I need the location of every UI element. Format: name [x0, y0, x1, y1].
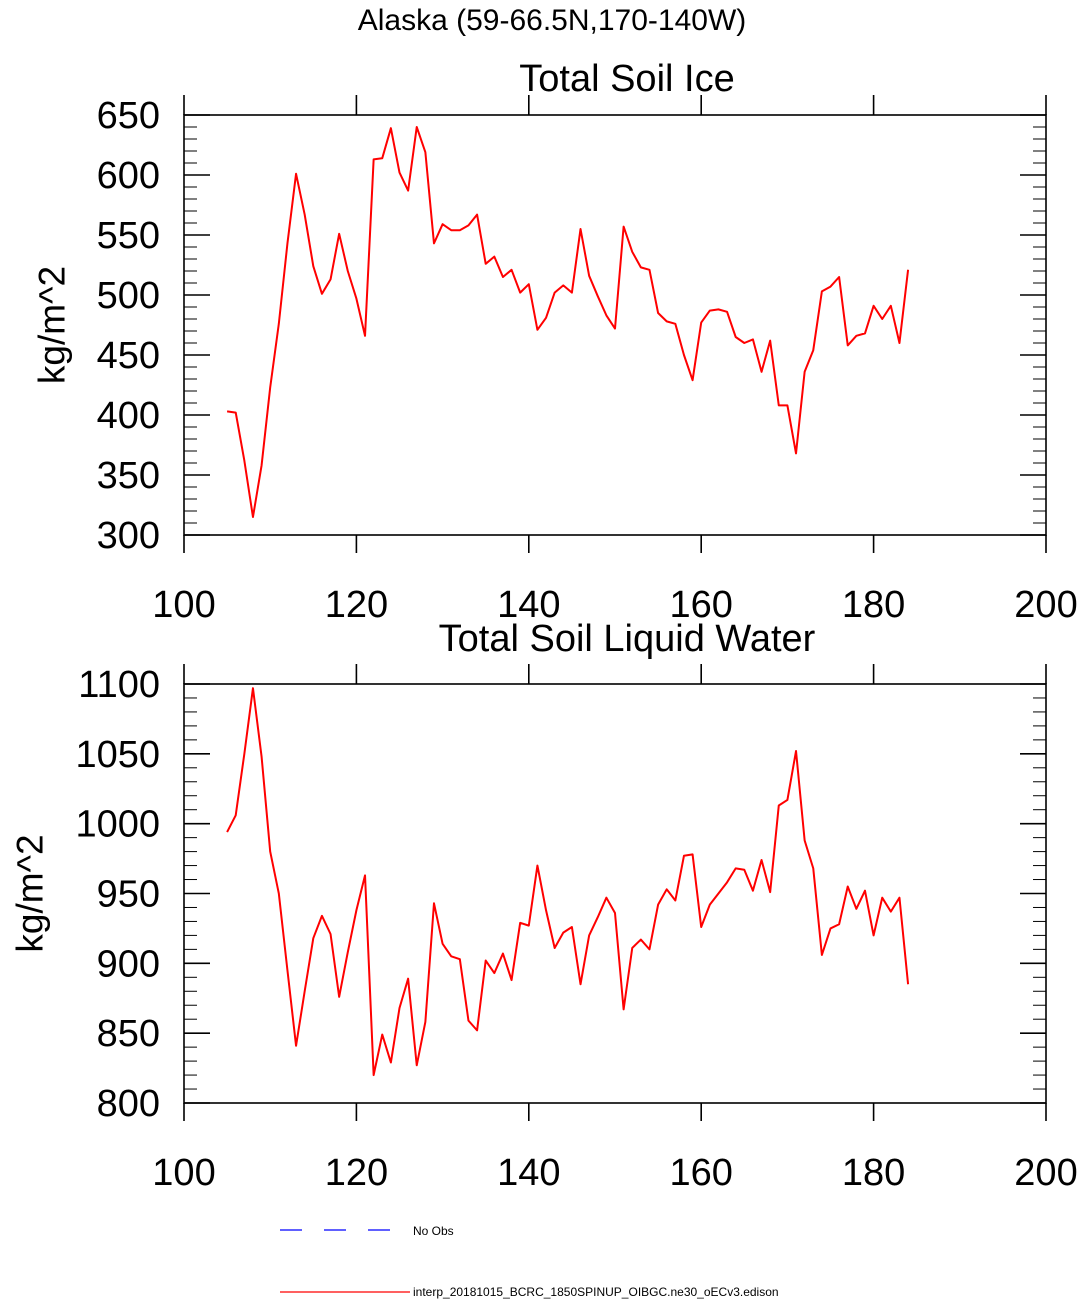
- x-tick-label: 140: [497, 584, 560, 626]
- y-tick-label: 300: [97, 515, 160, 557]
- y-tick-label: 1100: [78, 664, 160, 706]
- x-tick-label: 160: [669, 1152, 732, 1194]
- panel-2: Total Soil Liquid Water kg/m^2 100 120 140 16…: [10, 618, 1078, 1194]
- y-tick-label: 600: [97, 155, 160, 197]
- y-tick-label: 850: [97, 1013, 160, 1055]
- x-tick-label: 180: [842, 584, 905, 626]
- y-minor-ticks: [184, 126, 1046, 524]
- y-tick-label: 500: [97, 275, 160, 317]
- x-tick-label: 200: [1014, 584, 1077, 626]
- panels: Total Soil Ice kg/m^2 100 120 140 160 180 200 30…: [10, 58, 1078, 1194]
- y-axis-label: kg/m^2: [32, 266, 73, 384]
- y-axis-label: kg/m^2: [10, 834, 51, 952]
- series-line: [226, 687, 910, 1077]
- x-tick-label: 200: [1014, 1152, 1077, 1194]
- x-tick-label: 100: [152, 1152, 215, 1194]
- y-tick-label: 1000: [75, 804, 160, 846]
- panel-title: Total Soil Ice: [519, 58, 734, 100]
- y-tick-label: 1050: [75, 734, 160, 776]
- x-tick-label: 120: [325, 1152, 388, 1194]
- y-tick-label: 800: [97, 1083, 160, 1125]
- plot-frame: [183, 114, 1047, 536]
- y-tick-label: 400: [97, 395, 160, 437]
- y-tick-label: 900: [97, 943, 160, 985]
- y-tick-label: 350: [97, 455, 160, 497]
- x-tick-label: 180: [842, 1152, 905, 1194]
- panel-1: Total Soil Ice kg/m^2 100 120 140 160 180 200 30…: [32, 58, 1078, 626]
- plot-frame: [183, 683, 1047, 1104]
- legend-label-model: interp_20181015_BCRC_1850SPINUP_OIBGC.ne…: [413, 1285, 779, 1299]
- x-tick-label: 160: [669, 584, 732, 626]
- y-minor-ticks: [184, 697, 1046, 1090]
- y-tick-label: 950: [97, 874, 160, 916]
- y-tick-label: 550: [97, 215, 160, 257]
- figure-title: Alaska (59-66.5N,170-140W): [358, 4, 747, 37]
- y-tick-label: 450: [97, 335, 160, 377]
- x-tick-label: 120: [325, 584, 388, 626]
- x-tick-label: 100: [152, 584, 215, 626]
- legend: No Obs interp_20181015_BCRC_1850SPINUP_O…: [280, 1224, 779, 1299]
- x-tick-label: 140: [497, 1152, 560, 1194]
- series-line: [226, 126, 910, 518]
- panel-title: Total Soil Liquid Water: [439, 618, 816, 660]
- legend-label-no-obs: No Obs: [413, 1224, 454, 1238]
- y-tick-label: 650: [97, 95, 160, 137]
